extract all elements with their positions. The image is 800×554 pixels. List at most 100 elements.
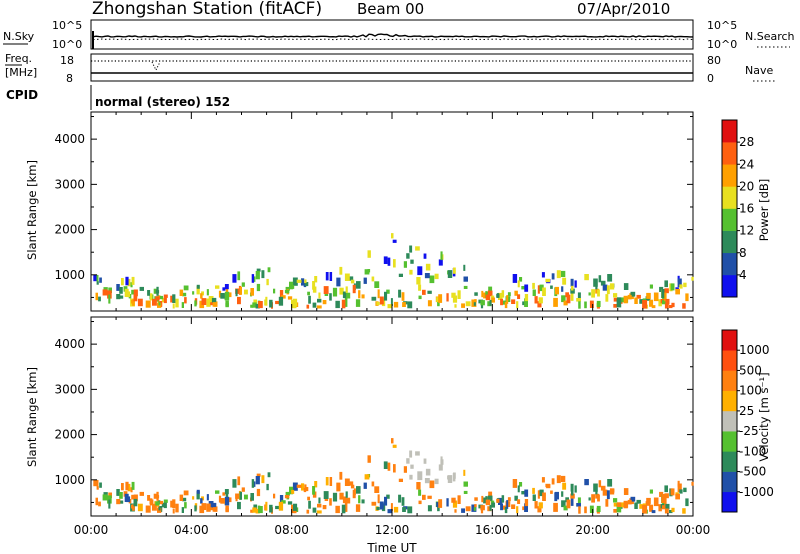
power-cell xyxy=(501,290,505,298)
power-cell xyxy=(289,281,294,290)
velocity-cell xyxy=(664,497,667,507)
velocity-cell xyxy=(636,499,641,504)
velocity-cell xyxy=(570,498,574,506)
velocity-cell xyxy=(649,505,652,512)
velocity-cell xyxy=(237,501,241,510)
power-cell xyxy=(364,269,370,275)
velocity-cell xyxy=(285,491,290,496)
power-cell xyxy=(427,300,432,307)
power-cell xyxy=(201,298,207,305)
velocity-cell xyxy=(504,506,508,514)
velocity-colorbar-tick: -25 xyxy=(739,424,759,438)
power-cell xyxy=(284,290,290,294)
power-cell xyxy=(410,259,414,264)
beam-label: Beam 00 xyxy=(357,0,424,18)
velocity-cell xyxy=(487,495,493,502)
velocity-cell xyxy=(358,495,361,504)
power-cell xyxy=(287,296,293,300)
velocity-cell xyxy=(593,483,598,492)
power-cell xyxy=(591,289,595,298)
velocity-cell xyxy=(537,490,540,499)
power-cell xyxy=(183,285,189,291)
velocity-cell xyxy=(235,494,238,502)
power-colorbar-swatch xyxy=(722,120,737,143)
power-cell xyxy=(677,278,682,288)
velocity-cell xyxy=(108,492,112,499)
power-cell xyxy=(423,253,427,259)
velocity-cell xyxy=(498,497,503,505)
velocity-cell xyxy=(516,506,519,514)
velocity-cell xyxy=(107,495,112,504)
power-cell xyxy=(172,294,176,303)
power-cell xyxy=(507,292,511,297)
power-cell xyxy=(131,299,135,304)
velocity-cell xyxy=(584,479,589,486)
power-cell xyxy=(436,297,439,302)
velocity-colorbar-tick: 1000 xyxy=(739,343,770,357)
power-cell xyxy=(361,294,365,299)
velocity-cell xyxy=(127,483,131,492)
velocity-cell xyxy=(423,458,427,464)
velocity-cell xyxy=(418,489,422,496)
power-cell xyxy=(570,288,575,294)
velocity-cell xyxy=(157,508,162,513)
velocity-cell xyxy=(196,489,200,494)
velocity-cell xyxy=(514,495,518,501)
power-cell xyxy=(480,300,485,306)
power-cell xyxy=(538,297,543,304)
velocity-cell xyxy=(307,496,310,501)
power-cell xyxy=(155,290,160,294)
power-cell xyxy=(383,256,388,264)
velocity-panel: 1000 2000 3000 4000 00:00 04:00 08:00 12:00 16:… xyxy=(25,316,710,554)
velocity-cell xyxy=(613,498,618,503)
velocity-cell xyxy=(429,480,435,489)
velocity-cell xyxy=(118,500,124,504)
power-cell xyxy=(532,289,536,296)
power-cell xyxy=(424,273,430,279)
power-cell xyxy=(344,273,350,281)
power-cell xyxy=(255,271,260,280)
power-cell xyxy=(664,288,669,294)
noise-tick-top-right: 10^5 xyxy=(707,19,737,32)
power-cell xyxy=(682,303,686,309)
velocity-cell xyxy=(332,492,338,502)
velocity-cell xyxy=(152,503,157,511)
noise-tick-bottom-left: 10^0 xyxy=(52,38,82,51)
power-cell xyxy=(627,294,632,300)
velocity-cell xyxy=(273,493,276,499)
velocity-cell xyxy=(155,495,160,499)
power-cell xyxy=(304,279,307,284)
power-colorbar-tick: 8 xyxy=(739,246,747,260)
power-cell xyxy=(386,289,390,294)
velocity-cell xyxy=(683,487,687,493)
freq-tick-top: 18 xyxy=(60,54,74,67)
velocity-cell xyxy=(538,502,543,509)
power-cell xyxy=(574,280,577,288)
velocity-cell xyxy=(267,472,271,478)
velocity-cell xyxy=(522,506,526,511)
power-cell xyxy=(301,278,305,286)
power-cell xyxy=(163,294,168,298)
power-cell xyxy=(407,301,413,309)
velocity-cell xyxy=(679,489,683,494)
power-ytick-label: 1000 xyxy=(54,268,85,282)
power-cell xyxy=(147,290,151,296)
velocity-xtick-label: 20:00 xyxy=(575,523,610,537)
power-cell xyxy=(258,301,263,309)
velocity-cell xyxy=(287,501,293,505)
velocity-cell xyxy=(532,494,536,501)
velocity-cell xyxy=(524,489,529,497)
power-cell xyxy=(218,290,222,298)
velocity-cell xyxy=(116,499,121,505)
velocity-cell xyxy=(150,498,153,506)
power-cell xyxy=(278,296,284,306)
power-cell xyxy=(570,293,574,301)
velocity-colorbar-swatch xyxy=(722,330,737,351)
power-cell xyxy=(588,292,591,296)
power-cell xyxy=(474,292,478,296)
power-cell xyxy=(267,267,271,273)
power-cell xyxy=(649,300,652,307)
power-cell xyxy=(551,273,555,280)
velocity-colorbar-swatch xyxy=(722,451,737,472)
power-cell xyxy=(542,287,546,296)
